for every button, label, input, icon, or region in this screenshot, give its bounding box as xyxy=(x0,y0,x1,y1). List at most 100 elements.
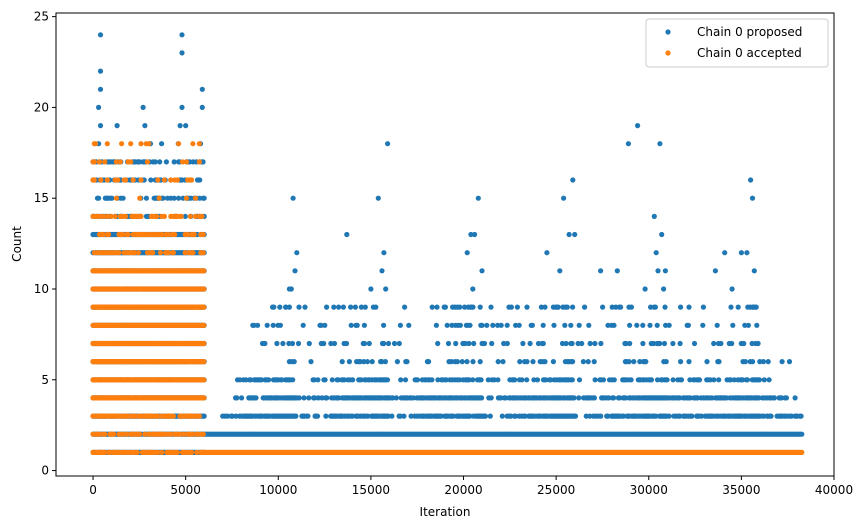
proposed-point xyxy=(319,395,325,401)
proposed-point xyxy=(677,413,683,419)
proposed-point xyxy=(341,377,347,383)
proposed-point xyxy=(495,377,501,383)
accepted-point xyxy=(201,377,207,383)
proposed-point xyxy=(314,413,321,419)
proposed-point xyxy=(364,359,370,365)
proposed-point xyxy=(171,195,177,201)
proposed-point xyxy=(513,322,519,328)
proposed-point xyxy=(635,123,641,129)
proposed-point xyxy=(408,413,414,419)
proposed-point xyxy=(450,413,456,419)
proposed-point xyxy=(572,231,578,238)
proposed-point xyxy=(361,340,368,347)
proposed-point xyxy=(454,359,460,365)
accepted-point xyxy=(799,449,805,455)
accepted-point xyxy=(120,231,126,238)
proposed-point xyxy=(685,322,692,328)
proposed-point xyxy=(157,159,163,165)
proposed-point xyxy=(274,340,280,347)
proposed-point xyxy=(781,413,787,419)
proposed-point xyxy=(626,359,632,365)
proposed-point xyxy=(477,359,483,365)
proposed-point xyxy=(714,322,720,328)
proposed-point xyxy=(335,377,341,383)
proposed-point xyxy=(561,195,567,201)
proposed-point xyxy=(96,195,102,201)
proposed-point xyxy=(498,322,504,328)
proposed-point xyxy=(730,322,736,328)
proposed-point xyxy=(661,286,667,292)
proposed-point xyxy=(470,286,476,292)
proposed-point xyxy=(740,377,746,383)
proposed-point xyxy=(324,395,330,401)
accepted-point xyxy=(192,195,199,201)
proposed-point xyxy=(700,322,706,328)
accepted-point xyxy=(200,250,206,256)
proposed-point xyxy=(735,304,741,310)
proposed-point xyxy=(286,340,292,347)
proposed-point xyxy=(764,413,770,419)
proposed-point xyxy=(620,413,627,419)
proposed-point xyxy=(711,377,717,383)
proposed-point xyxy=(570,359,576,365)
proposed-point xyxy=(524,304,530,310)
proposed-point xyxy=(592,377,598,383)
proposed-point xyxy=(286,304,292,310)
accepted-point xyxy=(201,359,207,365)
proposed-point xyxy=(398,377,404,383)
proposed-point xyxy=(568,322,574,328)
accepted-point xyxy=(196,141,202,147)
proposed-point xyxy=(634,322,640,328)
proposed-point xyxy=(531,377,537,383)
proposed-point xyxy=(628,377,634,383)
proposed-point xyxy=(598,268,604,274)
proposed-point xyxy=(344,231,350,238)
proposed-point xyxy=(591,395,598,401)
proposed-point xyxy=(343,340,350,347)
legend-label-accepted: Chain 0 accepted xyxy=(697,46,802,60)
proposed-point xyxy=(591,359,597,365)
proposed-point xyxy=(704,359,710,365)
accepted-point xyxy=(190,141,196,147)
proposed-point xyxy=(182,213,188,219)
accepted-point xyxy=(201,304,207,310)
accepted-point xyxy=(161,213,167,219)
proposed-point xyxy=(779,359,785,365)
proposed-point xyxy=(707,377,713,383)
proposed-point xyxy=(605,413,611,419)
x-tick-label: 20000 xyxy=(444,483,482,497)
accepted-point xyxy=(116,250,122,256)
accepted-point xyxy=(165,231,171,238)
proposed-point xyxy=(698,413,705,419)
proposed-point xyxy=(783,395,790,401)
proposed-point xyxy=(301,395,307,401)
proposed-point xyxy=(251,322,257,328)
proposed-point xyxy=(757,359,763,365)
accepted-point xyxy=(183,195,189,201)
proposed-point xyxy=(643,359,649,365)
accepted-point xyxy=(183,159,189,165)
proposed-point xyxy=(248,377,254,383)
proposed-point xyxy=(292,268,298,274)
proposed-point xyxy=(404,359,410,365)
proposed-point xyxy=(500,359,506,365)
y-tick-label: 20 xyxy=(34,100,49,114)
proposed-point xyxy=(479,395,485,401)
proposed-point xyxy=(385,413,391,419)
accepted-point xyxy=(177,431,183,437)
proposed-point xyxy=(585,359,591,365)
proposed-point xyxy=(491,377,497,383)
proposed-point xyxy=(384,377,391,383)
proposed-point xyxy=(358,377,364,383)
proposed-point xyxy=(587,340,593,347)
accepted-point xyxy=(135,250,141,256)
proposed-point xyxy=(527,340,533,347)
proposed-point xyxy=(529,322,536,328)
proposed-point xyxy=(348,322,354,328)
proposed-point xyxy=(435,340,441,347)
proposed-point xyxy=(566,231,572,238)
proposed-point xyxy=(381,250,387,256)
proposed-point xyxy=(306,395,312,401)
proposed-point xyxy=(760,359,767,365)
